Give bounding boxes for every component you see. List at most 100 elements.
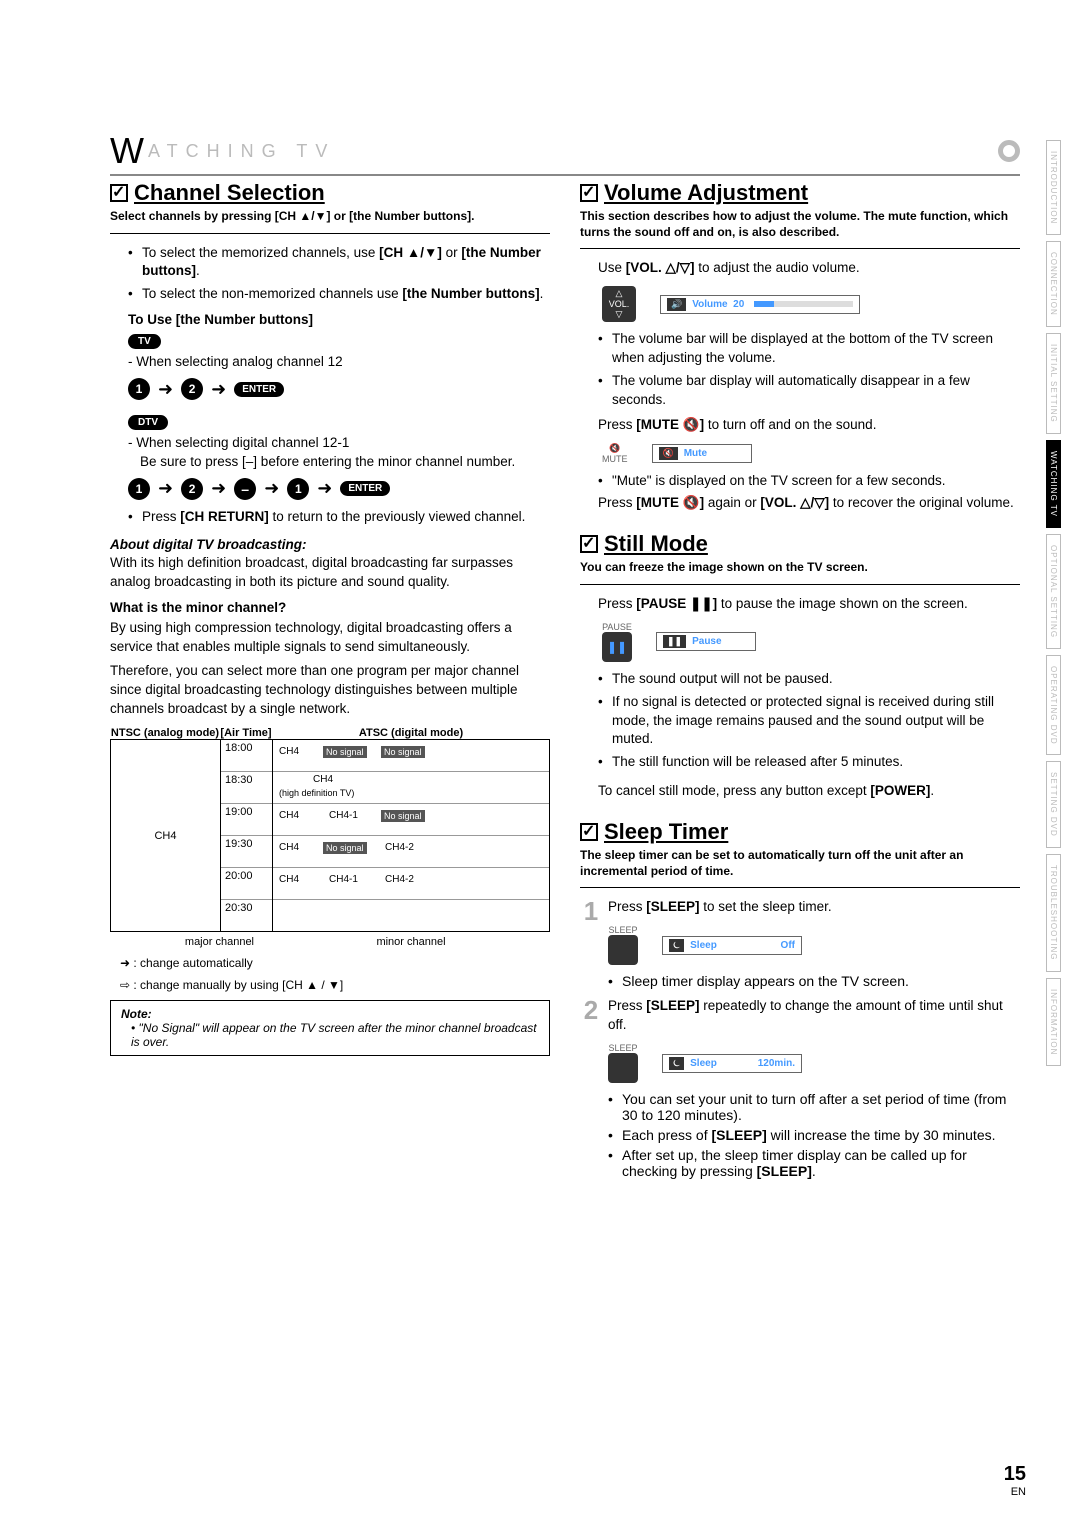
key-2: 2: [181, 378, 203, 400]
still-line: Press [PAUSE ❚❚] to pause the image show…: [598, 595, 1020, 614]
volume-subtitle: This section describes how to adjust the…: [580, 209, 1020, 240]
header-circle-icon: [998, 140, 1020, 162]
sleep-fb2: Each press of [SLEEP] will increase the …: [622, 1127, 996, 1143]
legend-manual: ⇨ : change manually by using [CH ▲ / ▼]: [120, 978, 550, 992]
mute-widget: 🔇MUTE 🔇Mute: [602, 443, 1020, 464]
tab-setting-dvd[interactable]: SETTING DVD: [1046, 761, 1061, 848]
tab-troubleshooting[interactable]: TROUBLESHOOTING: [1046, 854, 1061, 971]
minor-channel-head: What is the minor channel?: [110, 600, 550, 615]
about-digital-head: About digital TV broadcasting:: [110, 537, 550, 552]
volume-use-line: Use [VOL. △/▽] to adjust the audio volum…: [598, 259, 1020, 278]
key-1: 1: [128, 378, 150, 400]
time-1800: 18:00: [221, 740, 272, 772]
pause-button-icon: ❚❚: [602, 632, 632, 662]
use-number-buttons-head: To Use [the Number buttons]: [128, 312, 550, 327]
key-enter: ENTER: [234, 382, 284, 397]
mute-osd-icon: 🔇: [659, 447, 678, 460]
mute-recover: Press [MUTE 🔇] again or [VOL. △/▽] to re…: [598, 494, 1020, 513]
mute-osd: 🔇Mute: [652, 444, 752, 463]
diag-ntsc: NTSC (analog mode): [110, 727, 220, 739]
sleep-title: Sleep Timer: [580, 819, 1020, 845]
sleep-osd-off: ⏾SleepOff: [662, 936, 802, 955]
key-2b: 2: [181, 478, 203, 500]
dtv-example-line2: Be sure to press [–] before entering the…: [140, 453, 550, 472]
still-b2: •If no signal is detected or protected s…: [598, 693, 1020, 750]
bullet-nonmemorized: • To select the non-memorized channels u…: [128, 285, 550, 304]
tab-introduction[interactable]: INTRODUCTION: [1046, 140, 1061, 235]
diag-major: major channel: [110, 936, 272, 948]
key-1c: 1: [287, 478, 309, 500]
still-subtitle: You can freeze the image shown on the TV…: [580, 560, 1020, 576]
time-1900: 19:00: [221, 804, 272, 836]
header-rest: ATCHING TV: [148, 141, 335, 162]
tab-watching-tv[interactable]: WATCHING TV: [1046, 440, 1061, 528]
bullet-memorized: • To select the memorized channels, use …: [128, 244, 550, 282]
ch-return-bullet: • Press [CH RETURN] to return to the pre…: [128, 508, 550, 527]
sleep-osd-120: ⏾Sleep120min.: [662, 1054, 802, 1073]
key-1b: 1: [128, 478, 150, 500]
right-column: Volume Adjustment This section describes…: [580, 180, 1020, 1187]
tab-information[interactable]: INFORMATION: [1046, 978, 1061, 1066]
still-title: Still Mode: [580, 531, 1020, 557]
sleep-button-icon-2: [608, 1053, 638, 1083]
diag-atsc: ATSC (digital mode): [272, 727, 550, 739]
sleep-fb1: You can set your unit to turn off after …: [622, 1091, 1020, 1123]
still-b1: •The sound output will not be paused.: [598, 670, 1020, 689]
key-enter-b: ENTER: [340, 481, 390, 496]
time-2030: 20:30: [221, 900, 272, 932]
left-column: Channel Selection Select channels by pre…: [110, 180, 550, 1187]
sleep-osd-icon: ⏾: [669, 939, 684, 952]
pause-osd-icon: ❚❚: [663, 635, 686, 648]
side-tabs: INTRODUCTION CONNECTION INITIAL SETTING …: [1046, 140, 1070, 1072]
still-cancel: To cancel still mode, press any button e…: [598, 782, 1020, 801]
mute-line: Press [MUTE 🔇] to turn off and on the so…: [598, 416, 1020, 435]
time-1830: 18:30: [221, 772, 272, 804]
page-header: W ATCHING TV: [110, 130, 1020, 176]
volume-title: Volume Adjustment: [580, 180, 1020, 206]
sleep-b1: Sleep timer display appears on the TV sc…: [622, 973, 909, 989]
note-box: Note: • "No Signal" will appear on the T…: [110, 1000, 550, 1056]
legend-auto: ➜ : change automatically: [120, 956, 550, 970]
key-minus: –: [234, 478, 256, 500]
vol-bullet-2: •The volume bar display will automatical…: [598, 372, 1020, 410]
diag-airtime: [Air Time]: [220, 727, 272, 739]
note-text: "No Signal" will appear on the TV screen…: [131, 1021, 537, 1049]
dtv-example-line1: - When selecting digital channel 12-1: [128, 434, 550, 453]
speaker-icon: 🔊: [667, 298, 686, 311]
tab-connection[interactable]: CONNECTION: [1046, 241, 1061, 327]
minor-text-2: Therefore, you can select more than one …: [110, 662, 550, 719]
sleep-osd-icon-2: ⏾: [669, 1057, 684, 1070]
note-label: Note:: [121, 1007, 539, 1021]
volume-widget: △VOL.▽ 🔊 Volume 20: [602, 286, 1020, 322]
vol-bullet-1: •The volume bar will be displayed at the…: [598, 330, 1020, 368]
tv-pill: TV: [128, 334, 161, 349]
tv-sequence: 1➜ 2➜ ENTER: [128, 378, 550, 400]
sleep-step-1: 1 Press [SLEEP] to set the sleep timer. …: [580, 898, 1020, 993]
mute-icon: 🔇: [609, 443, 620, 453]
page-number: 15 EN: [1004, 1463, 1026, 1498]
diag-ch4: CH4: [111, 740, 220, 932]
about-digital-text: With its high definition broadcast, digi…: [110, 554, 550, 592]
time-1930: 19:30: [221, 836, 272, 868]
tab-initial-setting[interactable]: INITIAL SETTING: [1046, 333, 1061, 434]
pause-osd: ❚❚Pause: [656, 632, 756, 651]
tab-optional-setting[interactable]: OPTIONAL SETTING: [1046, 534, 1061, 649]
dtv-pill: DTV: [128, 415, 168, 430]
dtv-sequence: 1➜ 2➜ –➜ 1➜ ENTER: [128, 478, 550, 500]
pause-widget: PAUSE❚❚ ❚❚Pause: [602, 622, 1020, 662]
channel-selection-title: Channel Selection: [110, 180, 550, 206]
sleep-button-icon: [608, 935, 638, 965]
time-2000: 20:00: [221, 868, 272, 900]
sleep-fb3: After set up, the sleep timer display ca…: [622, 1147, 1020, 1179]
diag-minor: minor channel: [272, 936, 550, 948]
minor-text-1: By using high compression technology, di…: [110, 619, 550, 657]
sleep-subtitle: The sleep timer can be set to automatica…: [580, 848, 1020, 879]
still-b3: •The still function will be released aft…: [598, 753, 1020, 772]
tv-example-line: - When selecting analog channel 12: [128, 353, 550, 372]
sleep-step-2: 2 Press [SLEEP] repeatedly to change the…: [580, 997, 1020, 1183]
mute-bullet-1: •"Mute" is displayed on the TV screen fo…: [598, 472, 1020, 491]
tab-operating-dvd[interactable]: OPERATING DVD: [1046, 655, 1061, 756]
channel-diagram: NTSC (analog mode) [Air Time] ATSC (digi…: [110, 727, 550, 948]
volume-button-icon: △VOL.▽: [602, 286, 636, 322]
channel-selection-subtitle: Select channels by pressing [CH ▲/▼] or …: [110, 209, 550, 225]
